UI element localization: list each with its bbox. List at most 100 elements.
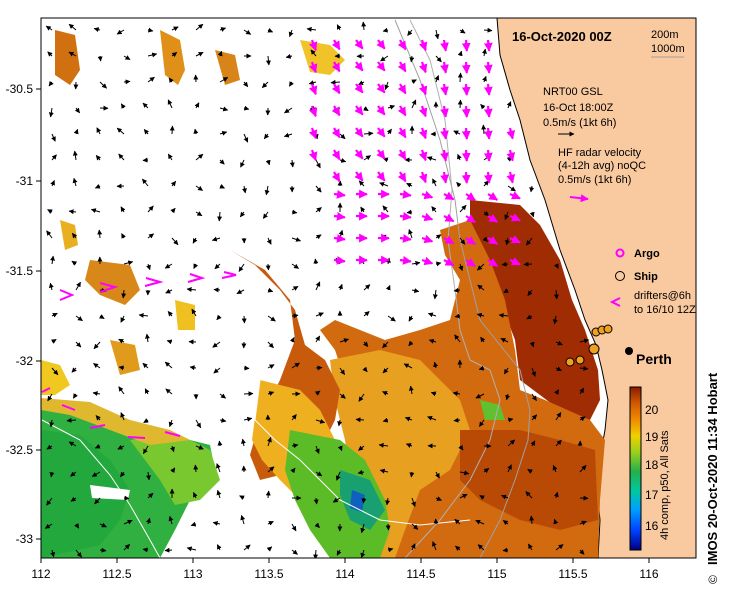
gsl-vector <box>147 76 155 83</box>
x-tick-label: 115.5 <box>558 567 587 581</box>
gsl-vector <box>339 393 346 399</box>
gsl-vector <box>211 236 221 242</box>
gsl-vector <box>170 180 177 187</box>
hf-radar-vector <box>333 256 346 265</box>
gsl-vector <box>427 416 437 421</box>
gsl-vector <box>504 211 510 220</box>
gsl-vector <box>452 391 461 397</box>
gsl-vector <box>195 445 204 450</box>
drifter-symbol <box>609 297 621 307</box>
gsl-vector <box>553 518 559 525</box>
gsl-vector <box>118 153 125 161</box>
gsl-vector <box>435 496 442 501</box>
gsl-vector <box>411 99 417 109</box>
gsl-vector <box>68 209 77 215</box>
hf-radar-vector <box>397 61 407 73</box>
gsl-vector <box>432 541 437 551</box>
gsl-vector <box>457 99 463 109</box>
gsl-vector <box>435 55 442 63</box>
hf-radar-vector <box>506 127 516 140</box>
y-tick-label: -32.5 <box>6 443 34 457</box>
argo-label: Argo <box>634 248 660 260</box>
x-tick-label: 113.5 <box>254 567 283 581</box>
gsl-vector <box>291 209 298 215</box>
gsl-vector <box>240 514 246 525</box>
gsl-vector <box>555 366 562 372</box>
hf-radar-vector <box>421 190 434 200</box>
hf-radar-vector <box>376 171 386 182</box>
gsl-vector <box>165 388 173 395</box>
gsl-vector <box>339 338 349 343</box>
gsl-vector <box>99 81 107 89</box>
gsl-vector <box>336 549 342 556</box>
hf-radar-vector <box>399 234 412 243</box>
hf-radar-vector <box>399 256 412 265</box>
gsl-vector <box>386 128 392 135</box>
gsl-vector <box>167 99 173 109</box>
gsl-vector <box>358 393 365 402</box>
gsl-vector <box>168 77 174 84</box>
gsl-vector <box>338 283 343 291</box>
gsl-vector <box>171 237 179 246</box>
gsl-vector <box>458 263 464 272</box>
y-tick-label: -33 <box>16 532 34 546</box>
gsl-vector <box>478 419 485 427</box>
gsl-vector <box>555 340 563 346</box>
hf-radar-vector <box>331 39 341 51</box>
gsl-vector <box>313 497 319 505</box>
hf-radar-vector <box>376 105 386 116</box>
gsl-vector <box>335 471 341 481</box>
gsl-vector <box>214 263 221 270</box>
gsl-vector <box>48 282 54 291</box>
hf-radar-vector <box>376 83 386 94</box>
gsl-vector <box>267 364 275 369</box>
gsl-vector <box>147 492 154 499</box>
gsl-vector <box>531 367 536 377</box>
gsl-vector <box>47 393 53 402</box>
gsl-vector <box>314 522 320 528</box>
gsl-vector <box>502 547 509 553</box>
gsl-vector <box>482 75 487 83</box>
gsl-vector <box>501 494 509 500</box>
hf-radar-vector <box>354 171 364 182</box>
gsl-vector <box>553 263 559 269</box>
gsl-vector <box>117 444 125 450</box>
gsl-vector <box>219 27 227 32</box>
gsl-vector <box>120 315 126 323</box>
hf-radar-vector <box>331 171 341 183</box>
hf-radar-vector <box>376 149 386 160</box>
hf-radar-vector <box>487 235 499 245</box>
gsl-vector <box>360 549 366 558</box>
gsl-vector <box>315 207 322 213</box>
gsl-vector <box>291 263 300 269</box>
gsl-vector <box>361 497 367 504</box>
gsl-vector <box>118 386 125 395</box>
gsl-vector <box>73 128 79 135</box>
gsl-vector <box>66 417 77 423</box>
gsl-vector <box>121 233 126 239</box>
gsl-vector <box>195 419 202 429</box>
gsl-time: 16-Oct 18:00Z <box>543 102 614 114</box>
gsl-vector <box>219 183 225 189</box>
gsl-vector <box>579 387 585 395</box>
gsl-vector <box>243 81 249 88</box>
gsl-vector <box>239 495 245 501</box>
gsl-vector <box>579 365 589 371</box>
gsl-vector <box>505 393 511 401</box>
gsl-vector <box>498 312 509 318</box>
gsl-vector <box>530 440 536 447</box>
gsl-vector <box>554 389 560 395</box>
hf-radar-vector <box>421 234 434 244</box>
gsl-vector <box>458 444 464 451</box>
argo-symbol <box>615 248 625 258</box>
gsl-vector <box>170 207 176 214</box>
hf-radar-vector <box>331 127 341 139</box>
hf-radar-vector <box>440 83 449 96</box>
gsl-vector <box>403 363 413 369</box>
gsl-scale: 0.5m/s (1kt 6h) <box>543 117 616 129</box>
gsl-vector <box>363 131 374 137</box>
gsl-vector <box>118 338 125 344</box>
gsl-vector <box>456 182 462 188</box>
plot-frame <box>40 17 697 559</box>
gsl-vector <box>93 27 101 33</box>
